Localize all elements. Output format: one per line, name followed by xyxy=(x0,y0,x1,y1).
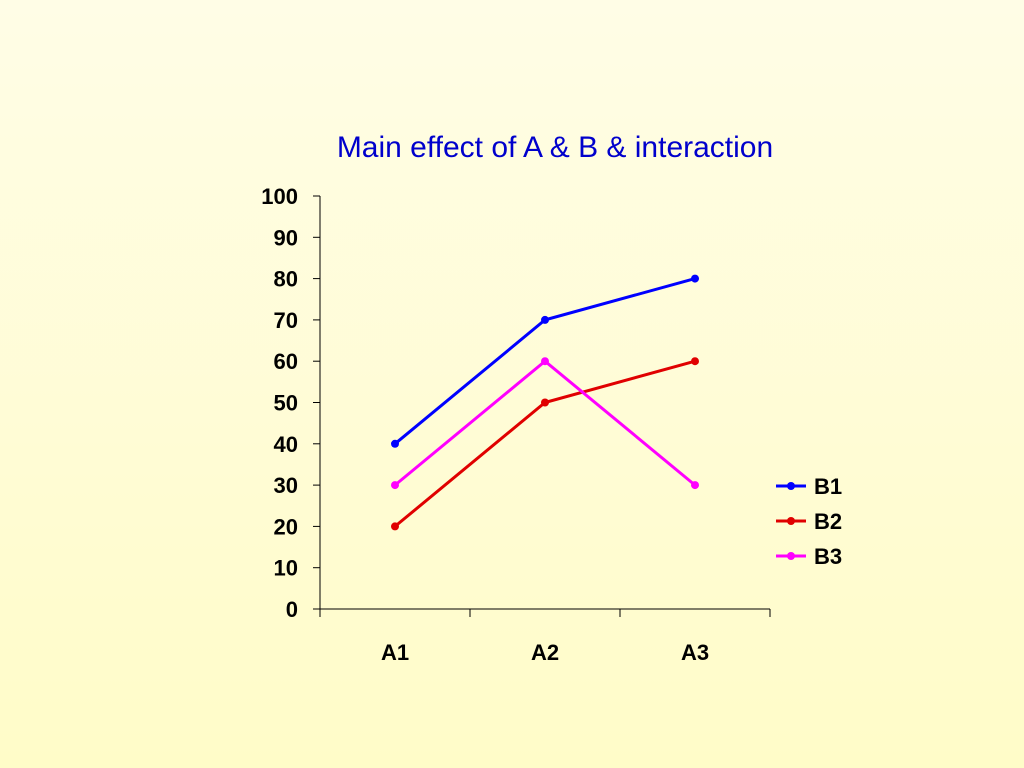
data-point-b3 xyxy=(391,481,399,490)
y-tick-label: 0 xyxy=(286,597,298,622)
y-tick-label: 80 xyxy=(274,267,298,292)
series-line-b3 xyxy=(394,359,696,487)
y-tick-label: 40 xyxy=(274,432,298,457)
legend-label: B1 xyxy=(814,474,842,499)
y-tick-label: 100 xyxy=(261,184,298,209)
data-point-b3 xyxy=(541,357,549,366)
series-line-b2 xyxy=(394,359,696,528)
x-tick-label: A1 xyxy=(381,640,409,665)
data-point-b1 xyxy=(391,439,399,448)
legend-label: B2 xyxy=(814,509,842,534)
x-tick-label: A2 xyxy=(531,640,559,665)
legend-marker xyxy=(787,517,795,525)
legend-label: B3 xyxy=(814,544,842,569)
y-tick-label: 20 xyxy=(274,514,298,539)
chart-title: Main effect of A & B & interaction xyxy=(337,131,773,164)
y-tick-label: 10 xyxy=(274,556,298,581)
y-tick-label: 60 xyxy=(274,349,298,374)
data-point-b2 xyxy=(691,357,699,366)
data-point-b2 xyxy=(391,522,399,531)
x-axis-ticks: A1 A2 A3 xyxy=(319,609,771,665)
chart-series xyxy=(391,274,699,531)
x-tick-label: A3 xyxy=(681,640,709,665)
y-tick-label: 50 xyxy=(274,391,298,416)
chart-legend: B1 B2 B3 xyxy=(776,474,842,569)
y-tick-label: 70 xyxy=(274,308,298,333)
y-axis-ticks: 0 10 20 30 40 50 60 70 80 90 100 xyxy=(261,184,320,622)
data-point-b3 xyxy=(691,481,699,490)
y-tick-label: 90 xyxy=(274,225,298,250)
legend-marker xyxy=(787,482,795,490)
legend-marker xyxy=(787,552,795,560)
data-point-b1 xyxy=(541,315,549,324)
data-point-b2 xyxy=(541,398,549,407)
y-tick-label: 30 xyxy=(274,473,298,498)
data-point-b1 xyxy=(691,274,699,283)
